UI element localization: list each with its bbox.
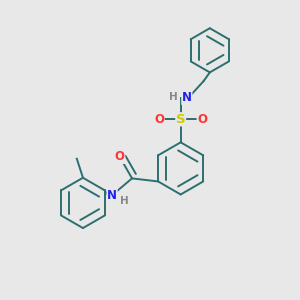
Text: O: O [154, 113, 164, 126]
Text: S: S [176, 113, 185, 126]
Text: N: N [107, 189, 117, 202]
Text: H: H [169, 92, 177, 102]
Text: O: O [197, 113, 207, 126]
Text: O: O [115, 150, 125, 164]
Text: H: H [120, 196, 129, 206]
Text: N: N [182, 92, 192, 104]
